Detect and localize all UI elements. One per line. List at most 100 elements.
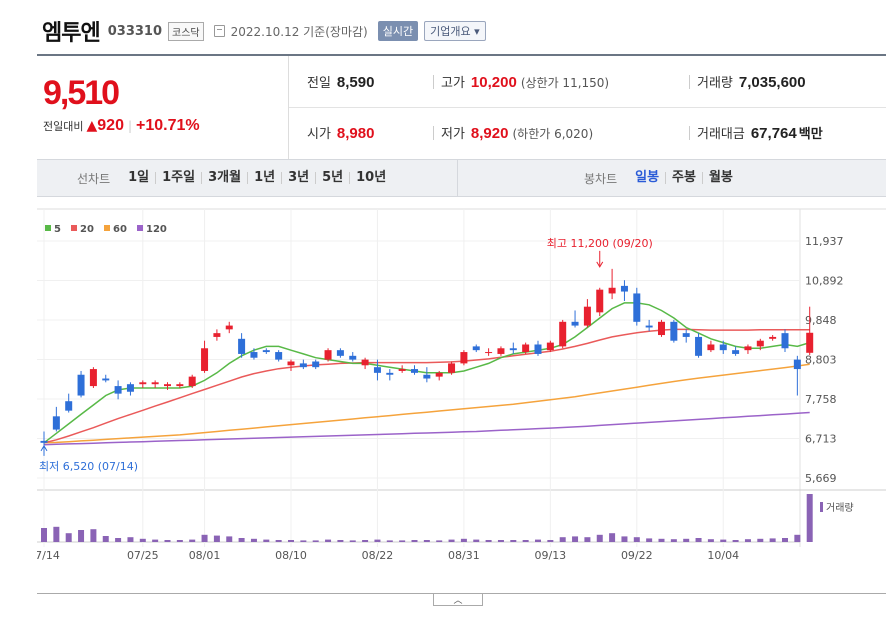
volume-bar: [189, 539, 196, 542]
candle-body: [151, 382, 159, 385]
candle-body: [275, 352, 283, 360]
amount-cell: 거래대금 67,764 백만: [697, 123, 823, 142]
current-price: 9,510: [43, 74, 120, 112]
volume-bar: [609, 533, 616, 542]
line-period-5[interactable]: 5년: [315, 171, 349, 184]
volume-bar: [584, 537, 591, 542]
x-tick-label: 08/31: [448, 549, 480, 562]
volume-bar: [670, 539, 677, 542]
volume-bar: [769, 538, 776, 542]
volume-bar: [423, 540, 430, 542]
candle-body: [509, 348, 517, 351]
volume-bar: [460, 538, 467, 542]
candle-body: [65, 401, 73, 411]
legend-swatch: [104, 225, 110, 231]
line-period-0[interactable]: 1일: [128, 170, 150, 185]
price-diff: 920: [97, 117, 124, 134]
company-overview-button[interactable]: 기업개요 ▾: [424, 21, 486, 41]
high-annotation: 최고 11,200 (09/20): [547, 237, 653, 250]
y-tick-label: 11,937: [805, 235, 844, 248]
volume-bar: [238, 538, 245, 542]
chevron-down-icon: ▾: [474, 25, 480, 38]
volume-bar: [312, 540, 319, 542]
volume-bar: [78, 530, 85, 542]
volume-bar: [386, 540, 393, 542]
candle-period-0[interactable]: 일봉: [635, 170, 660, 185]
volume-bar: [288, 540, 294, 542]
candle-body: [201, 348, 209, 371]
expand-chart-button[interactable]: ︿: [433, 594, 483, 606]
open-label: 시가: [307, 127, 331, 142]
y-tick-label: 5,669: [805, 472, 837, 485]
calendar-icon: [213, 25, 225, 37]
candle-body: [707, 344, 715, 351]
stock-name: 엠투엔: [42, 21, 101, 46]
candle-body: [793, 359, 801, 370]
candle-body: [139, 382, 147, 385]
candle-chart-periods: 봉차트 일봉 주봉 월봉: [457, 160, 886, 196]
x-tick-label: 07/25: [127, 549, 159, 562]
candle-body: [52, 416, 60, 430]
volume-bar: [559, 537, 566, 542]
volume-bar: [510, 540, 517, 542]
legend-swatch: [71, 225, 77, 231]
volume-cell: 거래량 7,035,600: [697, 72, 806, 91]
volume-bar: [41, 528, 47, 542]
amount-unit: 백만: [798, 127, 823, 142]
candle-body: [373, 367, 381, 373]
candle-body: [460, 352, 468, 364]
volume-bar: [213, 535, 220, 542]
candle-body: [620, 285, 628, 292]
candle-period-list: 일봉 주봉 월봉: [629, 170, 739, 185]
legend-label: 20: [80, 224, 94, 235]
volume-bar: [522, 540, 529, 542]
info-divider: [689, 126, 690, 140]
candle-body: [645, 325, 653, 328]
line-period-1[interactable]: 1주일: [155, 171, 201, 184]
volume-bar: [646, 538, 653, 542]
candle-period-2[interactable]: 월봉: [701, 171, 739, 184]
candle-body: [77, 374, 85, 396]
low-value: 8,920: [470, 125, 509, 142]
volume-bar: [497, 540, 504, 542]
realtime-button[interactable]: 실시간: [377, 21, 419, 41]
legend-swatch: [137, 225, 143, 231]
amount-label: 거래대금: [697, 127, 745, 142]
volume-bar: [102, 536, 109, 542]
candle-body: [682, 333, 690, 337]
low-label: 저가: [441, 127, 465, 142]
candle-chart-label: 봉차트: [584, 171, 618, 186]
candle-period-1[interactable]: 주봉: [665, 171, 702, 184]
volume-bar: [337, 540, 344, 542]
candle-body: [448, 363, 456, 373]
x-tick-label: 10/04: [707, 549, 739, 562]
candle-body: [225, 325, 233, 330]
amount-value: 67,764: [750, 125, 797, 142]
candle-body: [423, 374, 431, 379]
line-period-6[interactable]: 10년: [349, 171, 392, 184]
candle-body: [485, 352, 493, 354]
candle-body: [534, 344, 542, 354]
line-period-list: 1일 1주일 3개월 1년 3년 5년 10년: [122, 170, 392, 185]
line-period-2[interactable]: 3개월: [201, 171, 247, 184]
volume-bar: [349, 540, 356, 542]
volume-bar: [139, 538, 146, 542]
volume-bar: [707, 539, 714, 542]
volume-bar: [757, 538, 764, 542]
volume-bar: [485, 540, 492, 542]
candle-body: [583, 306, 591, 326]
volume-bar: [683, 538, 690, 542]
volume-bar: [436, 540, 443, 542]
open-value: 8,980: [336, 125, 375, 142]
company-overview-label: 기업개요: [430, 25, 471, 38]
candle-body: [546, 342, 554, 351]
line-period-3[interactable]: 1년: [247, 171, 281, 184]
volume-bar: [695, 538, 702, 542]
ma120-line: [43, 411, 810, 446]
candle-body: [336, 350, 344, 356]
candle-body: [756, 340, 764, 347]
prev-close-value: 8,590: [336, 74, 375, 91]
volume-bar: [473, 539, 480, 542]
candle-body: [670, 321, 678, 341]
line-period-4[interactable]: 3년: [281, 171, 315, 184]
